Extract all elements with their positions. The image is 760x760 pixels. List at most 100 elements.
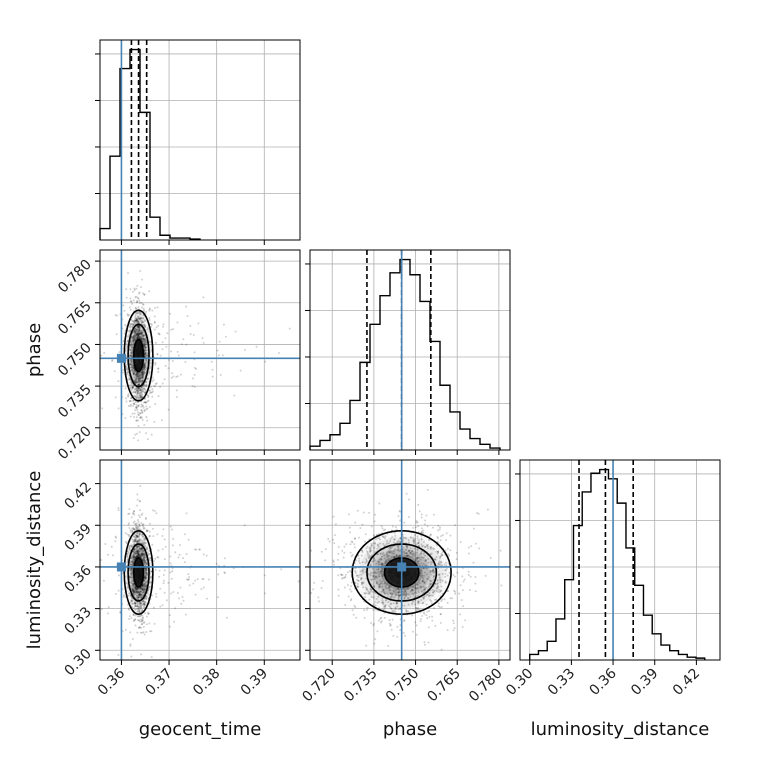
scatter-point xyxy=(131,572,134,575)
scatter-point xyxy=(431,591,434,594)
scatter-point xyxy=(405,588,408,591)
scatter-point xyxy=(370,588,373,591)
scatter-point xyxy=(155,585,157,587)
scatter-point xyxy=(194,579,197,582)
scatter-point xyxy=(149,581,152,584)
scatter-point xyxy=(370,554,373,557)
axis-labels: geocent_time phase luminosity_distance p… xyxy=(24,323,709,740)
scatter-point xyxy=(129,363,132,366)
scatter-point xyxy=(392,590,395,593)
scatter-point xyxy=(185,512,188,515)
scatter-point xyxy=(351,609,354,612)
scatter-point xyxy=(136,610,139,613)
scatter-point xyxy=(144,574,147,577)
scatter-point xyxy=(347,595,350,598)
scatter-point xyxy=(96,338,98,340)
scatter-point xyxy=(356,574,359,577)
scatter-point xyxy=(135,387,138,390)
scatter-point xyxy=(135,607,138,610)
p2-xticklabel-4: 0.780 xyxy=(466,666,506,706)
scatter-point xyxy=(381,527,384,530)
scatter-point xyxy=(370,572,373,575)
scatter-point xyxy=(131,590,134,593)
scatter-point xyxy=(177,556,180,559)
scatter-point xyxy=(128,615,131,618)
scatter-point xyxy=(131,512,134,515)
scatter-point xyxy=(363,609,366,612)
scatter-point xyxy=(139,555,142,558)
scatter-point xyxy=(440,605,443,608)
scatter-point xyxy=(139,416,142,419)
scatter-point xyxy=(586,602,588,604)
scatter-point xyxy=(141,412,144,415)
scatter-point xyxy=(131,573,134,576)
scatter-point xyxy=(132,619,135,622)
scatter-point xyxy=(424,554,427,557)
scatter-point xyxy=(380,525,383,528)
scatter-point xyxy=(136,335,139,338)
scatter-point xyxy=(389,623,392,626)
scatter-point xyxy=(417,542,420,545)
scatter-point xyxy=(278,576,280,578)
scatter-point xyxy=(168,614,171,617)
scatter-point xyxy=(379,583,382,586)
scatter-point xyxy=(145,597,148,600)
scatter-point xyxy=(133,388,136,391)
scatter-point xyxy=(148,290,151,293)
scatter-point xyxy=(174,607,177,610)
scatter-point xyxy=(132,521,135,524)
scatter-point xyxy=(129,366,132,369)
scatter-point xyxy=(419,570,422,573)
scatter-point xyxy=(142,556,145,559)
scatter-point xyxy=(145,529,148,532)
scatter-point xyxy=(136,548,139,551)
scatter-point xyxy=(136,374,139,377)
scatter-point xyxy=(138,619,141,622)
scatter-point xyxy=(135,318,138,321)
scatter-point xyxy=(297,580,300,583)
scatter-point xyxy=(137,552,140,555)
scatter-point xyxy=(202,586,205,589)
scatter-point xyxy=(372,596,375,599)
scatter-point xyxy=(144,369,147,372)
scatter-point xyxy=(144,570,147,573)
scatter-point xyxy=(361,561,364,564)
scatter-point xyxy=(143,348,146,351)
scatter-point xyxy=(143,423,146,426)
scatter-point xyxy=(372,624,375,627)
scatter-point xyxy=(106,612,109,615)
scatter-point xyxy=(333,534,336,537)
scatter-point xyxy=(146,354,149,357)
scatter-point xyxy=(135,552,138,555)
scatter-point xyxy=(423,595,426,598)
scatter-point xyxy=(390,595,393,598)
scatter-point xyxy=(449,597,452,600)
scatter-point xyxy=(182,338,185,341)
scatter-point xyxy=(403,594,406,597)
scatter-point xyxy=(141,596,144,599)
scatter-point xyxy=(142,307,145,310)
scatter-point xyxy=(377,585,380,588)
scatter-point xyxy=(405,555,408,558)
scatter-point xyxy=(373,642,376,645)
scatter-point xyxy=(133,554,136,557)
scatter-point xyxy=(440,553,443,556)
scatter-point xyxy=(327,538,330,541)
scatter-point xyxy=(146,355,149,358)
scatter-point xyxy=(138,587,141,590)
scatter-point xyxy=(129,363,132,366)
scatter-point xyxy=(138,398,141,401)
scatter-point xyxy=(134,409,137,412)
scatter-point xyxy=(170,528,173,531)
scatter-point xyxy=(142,364,145,367)
scatter-point xyxy=(420,551,423,554)
scatter-point xyxy=(154,383,157,386)
scatter-point xyxy=(141,588,144,591)
scatter-point xyxy=(417,583,420,586)
scatter-point xyxy=(420,527,423,530)
scatter-point xyxy=(388,605,391,608)
scatter-point xyxy=(132,404,135,407)
scatter-point xyxy=(137,391,140,394)
scatter-point xyxy=(443,598,446,601)
scatter-point xyxy=(136,332,139,335)
